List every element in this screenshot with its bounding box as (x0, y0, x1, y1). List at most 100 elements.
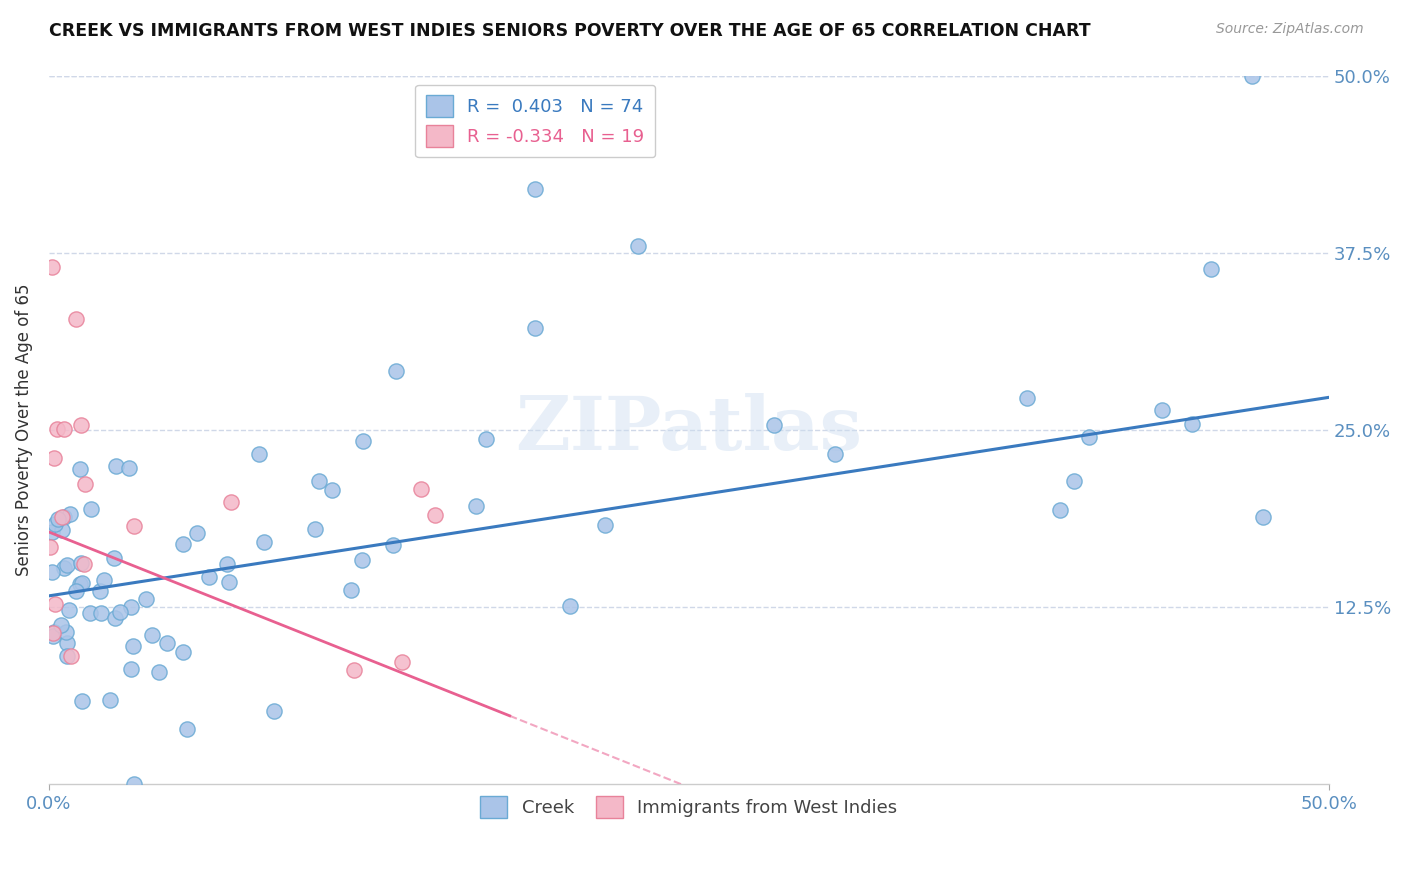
Point (69, 417, 91, 432)
Point (1199, 261, 1222, 276)
Point (1150, 402, 1173, 417)
Point (391, 655, 413, 669)
Point (1240, 69, 1263, 83)
Point (56, 558, 79, 572)
Point (65, 311, 87, 326)
Point (72, 694, 94, 708)
Point (42, 629, 65, 643)
Point (70, 556, 93, 570)
Point (56, 636, 79, 650)
Point (425, 508, 447, 522)
Point (627, 238, 650, 252)
Point (90, 607, 112, 621)
Point (104, 458, 127, 473)
Point (1049, 503, 1071, 517)
Point (1015, 392, 1038, 406)
Point (304, 522, 326, 536)
Point (51, 509, 73, 524)
Point (42, 450, 65, 465)
Point (55, 625, 77, 640)
Point (120, 600, 142, 615)
Point (308, 475, 330, 489)
Point (381, 538, 404, 552)
Point (409, 482, 432, 496)
Point (263, 704, 285, 718)
Point (73, 476, 96, 491)
Point (41, 525, 63, 540)
Point (53, 421, 76, 435)
Point (253, 535, 276, 549)
Point (148, 665, 170, 679)
Point (41, 566, 63, 580)
Legend: Creek, Immigrants from West Indies: Creek, Immigrants from West Indies (472, 789, 904, 825)
Text: CREEK VS IMMIGRANTS FROM WEST INDIES SENIORS POVERTY OVER THE AGE OF 65 CORRELAT: CREEK VS IMMIGRANTS FROM WEST INDIES SEN… (49, 22, 1091, 40)
Point (141, 627, 163, 641)
Point (59, 508, 82, 522)
Point (103, 551, 125, 566)
Point (219, 495, 242, 509)
Point (172, 645, 194, 659)
Point (343, 663, 366, 677)
Point (41, 626, 63, 640)
Point (39, 540, 62, 554)
Point (53, 510, 76, 524)
Point (1063, 474, 1085, 488)
Point (824, 447, 846, 461)
Point (524, 321, 547, 335)
Point (44, 625, 66, 640)
Point (120, 662, 142, 676)
Point (186, 525, 208, 540)
Point (1181, 417, 1204, 432)
Point (524, 182, 547, 196)
Point (176, 723, 198, 737)
Point (198, 569, 221, 583)
Point (763, 417, 786, 432)
Point (53, 560, 76, 574)
Point (56, 648, 79, 663)
Y-axis label: Seniors Poverty Over the Age of 65: Seniors Poverty Over the Age of 65 (15, 284, 32, 576)
Point (352, 434, 374, 449)
Point (45, 422, 67, 436)
Point (44, 516, 66, 531)
Point (215, 557, 238, 571)
Point (121, 639, 143, 653)
Point (218, 575, 240, 590)
Point (73, 557, 96, 571)
Point (558, 599, 581, 614)
Point (46, 512, 69, 526)
Point (98, 693, 121, 707)
Point (80, 502, 103, 516)
Point (70, 576, 93, 591)
Point (118, 461, 141, 475)
Point (122, 519, 145, 533)
Point (350, 553, 373, 567)
Point (1251, 509, 1274, 524)
Point (593, 517, 616, 532)
Point (104, 611, 127, 625)
Text: ZIPatlas: ZIPatlas (516, 393, 862, 467)
Point (108, 605, 131, 619)
Point (69, 577, 91, 591)
Point (69, 462, 91, 476)
Point (49, 617, 72, 632)
Point (475, 432, 498, 446)
Point (340, 583, 363, 598)
Point (464, 499, 486, 513)
Point (1078, 430, 1101, 444)
Point (51, 523, 73, 537)
Point (89, 583, 111, 598)
Point (172, 536, 194, 550)
Point (79, 606, 101, 620)
Point (135, 592, 157, 607)
Text: Source: ZipAtlas.com: Source: ZipAtlas.com (1216, 22, 1364, 37)
Point (58, 603, 80, 617)
Point (60, 648, 83, 663)
Point (321, 483, 343, 498)
Point (247, 447, 270, 461)
Point (384, 364, 406, 378)
Point (44, 597, 66, 611)
Point (65, 584, 87, 599)
Point (156, 636, 179, 650)
Point (93, 573, 115, 587)
Point (122, 777, 145, 791)
